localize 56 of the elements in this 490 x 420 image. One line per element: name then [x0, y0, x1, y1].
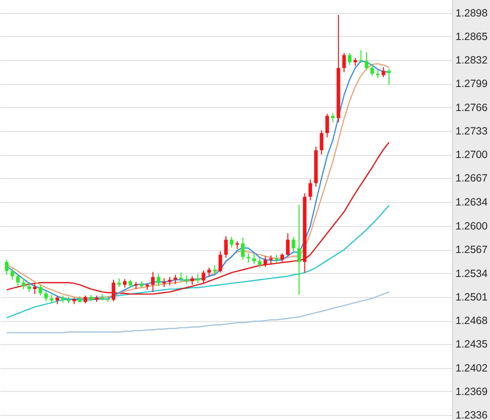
- candlestick: [241, 237, 245, 260]
- y-tick-label: 1.2468: [456, 315, 488, 328]
- y-tick-label: 1.2567: [456, 244, 488, 256]
- candlestick: [382, 66, 386, 78]
- candlestick: [297, 204, 301, 296]
- candlestick: [4, 259, 8, 276]
- y-tick-label: 1.2369: [456, 386, 488, 398]
- candlestick: [325, 113, 329, 138]
- candlestick: [22, 278, 26, 290]
- candlestick: [156, 274, 160, 287]
- candlestick: [230, 236, 234, 248]
- candlestick: [10, 268, 14, 280]
- candlestick: [202, 270, 206, 284]
- candlestick: [196, 274, 200, 284]
- candlestick: [320, 130, 324, 156]
- candlestick: [33, 284, 37, 295]
- candlestick: [348, 52, 352, 66]
- candlestick: [224, 236, 228, 258]
- candlestick: [359, 50, 363, 64]
- y-tick-label: 1.2832: [456, 54, 488, 67]
- y-tick-label: 1.2501: [456, 291, 488, 304]
- candlestick: [258, 257, 262, 268]
- candlestick: [292, 236, 296, 252]
- line-series: [6, 291, 390, 334]
- y-tick-label: 1.2700: [456, 149, 488, 162]
- candlestick: [342, 52, 346, 73]
- y-tick-label: 1.2667: [456, 172, 488, 185]
- candlestick: [286, 232, 290, 257]
- candlestick: [387, 68, 391, 86]
- candlestick: [364, 52, 368, 71]
- candlestick: [331, 112, 335, 123]
- candlestick: [264, 256, 268, 268]
- y-tick-label: 1.2898: [456, 7, 488, 20]
- candlestick: [44, 290, 48, 302]
- line-series: [6, 204, 390, 318]
- y-tick-label: 1.2402: [456, 362, 488, 374]
- candlestick: [370, 64, 374, 76]
- y-tick-label: 1.2634: [456, 196, 488, 208]
- y-tick-label: 1.2534: [456, 268, 488, 280]
- candlestick: [218, 250, 222, 274]
- candlestick: [112, 279, 116, 302]
- y-tick-label: 1.2600: [456, 220, 488, 233]
- candlestick: [151, 271, 155, 292]
- y-tick-label: 1.2336: [456, 409, 488, 420]
- y-tick-label: 1.2435: [456, 338, 488, 351]
- y-tick-label: 1.2766: [456, 102, 488, 114]
- candlestick: [16, 274, 20, 287]
- candlestick: [27, 281, 31, 292]
- candlestick: [38, 284, 42, 296]
- candlestick: [179, 272, 183, 282]
- y-tick-label: 1.2733: [456, 125, 488, 138]
- y-tick-label: 1.2865: [456, 30, 488, 43]
- candlestick: [174, 274, 178, 285]
- y-tick-label: 1.2799: [456, 78, 488, 90]
- candlestick: [308, 179, 312, 201]
- candlestick: [246, 252, 250, 264]
